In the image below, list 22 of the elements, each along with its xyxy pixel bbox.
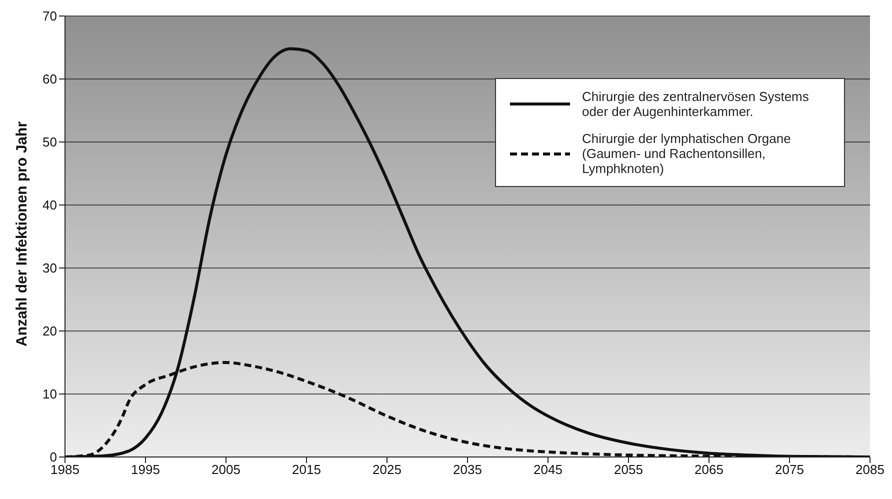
y-tick-label: 70 xyxy=(42,8,57,24)
y-tick-label: 60 xyxy=(42,72,57,87)
x-tick-label: 2075 xyxy=(775,462,804,478)
x-tick-label: 2085 xyxy=(856,462,884,478)
y-tick-label: 50 xyxy=(42,134,57,150)
x-tick-label: 2045 xyxy=(534,462,562,478)
y-tick-label: 0 xyxy=(50,450,57,465)
legend-label: Chirurgie der lymphatischen Organe (Gaumen- und Rachentonsillen, Lymphknoten) xyxy=(582,131,792,176)
y-tick-label: 40 xyxy=(42,198,57,213)
x-tick-label: 2065 xyxy=(694,462,724,478)
x-tick-label: 2025 xyxy=(372,462,402,478)
y-axis-title: Anzahl der Infektionen pro Jahr xyxy=(13,121,30,346)
y-tick-label: 30 xyxy=(42,260,57,276)
x-tick-label: 1995 xyxy=(131,462,160,478)
x-tick-label: 2015 xyxy=(292,462,321,478)
x-tick-label: 1985 xyxy=(50,462,80,478)
x-tick-label: 2055 xyxy=(614,462,643,478)
y-tick-label: 20 xyxy=(42,324,57,339)
x-tick-label: 2005 xyxy=(212,462,240,478)
y-tick-label: 10 xyxy=(42,386,57,402)
x-tick-label: 2035 xyxy=(453,462,482,478)
legend-label: Chirurgie des zentralnervösen Systems oder der Augenhinterkammer. xyxy=(582,89,810,119)
